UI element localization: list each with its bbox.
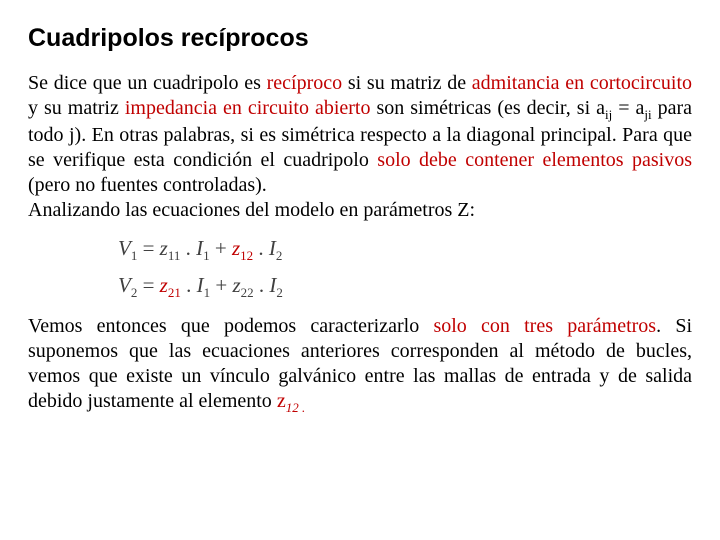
eq-sub12: 12 bbox=[240, 248, 253, 263]
p1-h4: solo debe contener elementos pasivos bbox=[377, 149, 692, 171]
eq-dot2b: . bbox=[254, 273, 270, 297]
eq-subI2b: 2 bbox=[276, 285, 283, 300]
eq-eq1: = bbox=[137, 236, 159, 260]
p1-t5: = a bbox=[612, 97, 644, 119]
paragraph-2: Vemos entonces que podemos caracterizarl… bbox=[28, 314, 692, 416]
equation-block: V1 = z11 . I1 + z12 . I2 V2 = z21 . I1 +… bbox=[118, 231, 692, 304]
eq-eq2: = bbox=[137, 273, 159, 297]
p1-sub-ji: ji bbox=[644, 107, 651, 122]
eq-subI2a: 2 bbox=[276, 248, 283, 263]
eq-dot1a: . bbox=[180, 236, 196, 260]
p1-t2: si su matriz de bbox=[342, 72, 472, 94]
paragraph-1: Se dice que un cuadripolo es recíproco s… bbox=[28, 71, 692, 223]
eq-I2a: I bbox=[269, 236, 276, 260]
eq-plus1: + bbox=[210, 236, 232, 260]
eq-z12: z bbox=[232, 236, 240, 260]
p2-h2: z bbox=[277, 390, 286, 412]
p2-h1: solo con tres paráme­tros bbox=[433, 315, 656, 337]
eq-sub21: 21 bbox=[168, 285, 181, 300]
p1-t3: y su matriz bbox=[28, 97, 125, 119]
p1-t4: son simétricas (es decir, si a bbox=[370, 97, 605, 119]
eq-z22: z bbox=[232, 273, 240, 297]
p2-t1: Vemos entonces que podemos caracterizarl… bbox=[28, 315, 433, 337]
p1-t8: Analizando las ecuaciones del modelo en … bbox=[28, 199, 475, 221]
eq-z11: z bbox=[160, 236, 168, 260]
eq-sub11: 11 bbox=[168, 248, 181, 263]
eq-I1b: I bbox=[197, 273, 204, 297]
eq-z21: z bbox=[160, 273, 168, 297]
equation-row-2: V2 = z21 . I1 + z22 . I2 bbox=[118, 268, 692, 304]
eq-V2: V bbox=[118, 273, 131, 297]
slide-title: Cuadripolos recíprocos bbox=[28, 24, 692, 53]
equation-row-1: V1 = z11 . I1 + z12 . I2 bbox=[118, 231, 692, 267]
p1-h1: recíproco bbox=[267, 72, 343, 94]
eq-dot1b: . bbox=[253, 236, 269, 260]
eq-dot2a: . bbox=[181, 273, 197, 297]
p1-t1: Se dice que un cuadripolo es bbox=[28, 72, 267, 94]
eq-V: V bbox=[118, 236, 131, 260]
eq-sub22: 22 bbox=[241, 285, 254, 300]
p1-t7: (pero no fuentes controladas). bbox=[28, 174, 267, 196]
p1-h2: admitancia en cortocircuito bbox=[472, 72, 692, 94]
p2-h2sub: 12 . bbox=[286, 400, 306, 415]
p1-h3: impedancia en circuito abierto bbox=[125, 97, 371, 119]
eq-plus2: + bbox=[210, 273, 232, 297]
slide-page: Cuadripolos recíprocos Se dice que un cu… bbox=[0, 0, 720, 440]
